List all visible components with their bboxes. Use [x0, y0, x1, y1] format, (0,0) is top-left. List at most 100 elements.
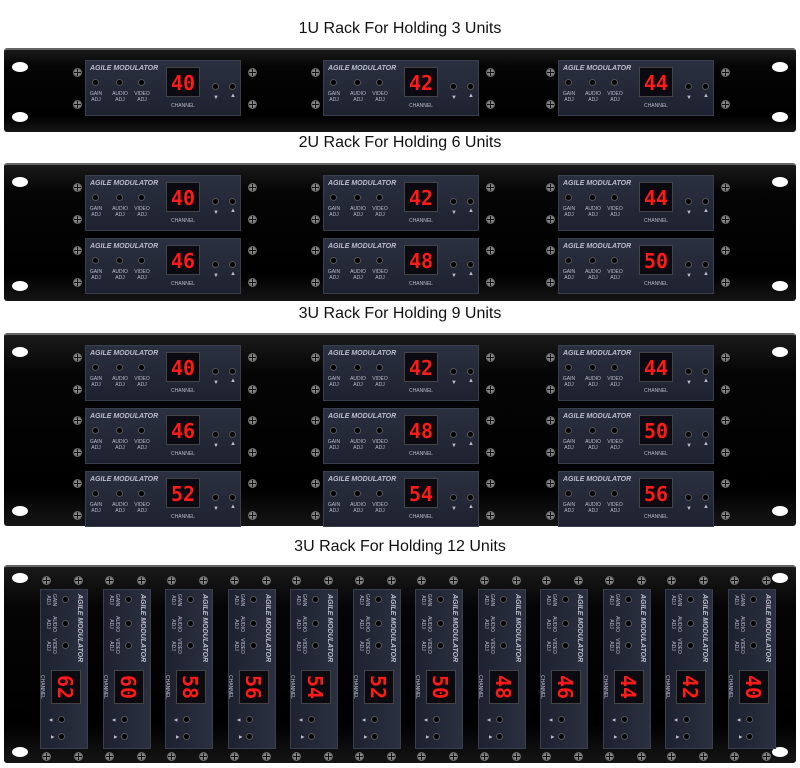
knob-0[interactable]	[565, 194, 572, 201]
knob-1[interactable]	[116, 427, 123, 434]
knob-1[interactable]	[354, 79, 361, 86]
channel-down-button[interactable]	[58, 716, 65, 723]
knob-1[interactable]	[589, 490, 596, 497]
channel-up-button[interactable]	[683, 733, 690, 740]
knob-1[interactable]	[116, 194, 123, 201]
knob-1[interactable]	[687, 620, 694, 627]
channel-up-button[interactable]	[229, 431, 236, 438]
knob-2[interactable]	[437, 642, 444, 649]
knob-0[interactable]	[92, 427, 99, 434]
knob-0[interactable]	[624, 596, 632, 603]
channel-down-button[interactable]	[212, 431, 219, 438]
knob-0[interactable]	[437, 596, 444, 603]
channel-up-button[interactable]	[467, 198, 474, 205]
channel-up-button[interactable]	[467, 261, 474, 268]
knob-2[interactable]	[562, 642, 569, 649]
knob-2[interactable]	[749, 642, 757, 649]
knob-1[interactable]	[589, 257, 596, 264]
knob-1[interactable]	[749, 620, 757, 627]
knob-0[interactable]	[565, 490, 572, 497]
knob-0[interactable]	[562, 596, 569, 603]
knob-2[interactable]	[376, 194, 383, 201]
knob-0[interactable]	[62, 596, 69, 603]
channel-down-button[interactable]	[620, 716, 628, 723]
knob-2[interactable]	[687, 642, 694, 649]
knob-1[interactable]	[116, 79, 123, 86]
knob-1[interactable]	[354, 194, 361, 201]
knob-0[interactable]	[330, 490, 337, 497]
channel-down-button[interactable]	[450, 368, 457, 375]
channel-down-button[interactable]	[212, 368, 219, 375]
knob-2[interactable]	[187, 642, 194, 649]
knob-2[interactable]	[376, 79, 383, 86]
knob-1[interactable]	[116, 364, 123, 371]
knob-2[interactable]	[611, 194, 618, 201]
knob-2[interactable]	[374, 642, 382, 649]
knob-0[interactable]	[565, 257, 572, 264]
knob-1[interactable]	[589, 79, 596, 86]
channel-up-button[interactable]	[183, 733, 190, 740]
channel-down-button[interactable]	[450, 261, 457, 268]
channel-up-button[interactable]	[229, 83, 236, 90]
knob-2[interactable]	[611, 257, 618, 264]
knob-0[interactable]	[92, 257, 99, 264]
knob-1[interactable]	[116, 257, 123, 264]
channel-up-button[interactable]	[245, 733, 253, 740]
knob-1[interactable]	[354, 257, 361, 264]
knob-1[interactable]	[187, 620, 194, 627]
knob-2[interactable]	[138, 194, 145, 201]
knob-1[interactable]	[312, 620, 319, 627]
channel-down-button[interactable]	[370, 716, 378, 723]
knob-0[interactable]	[312, 596, 319, 603]
knob-0[interactable]	[330, 364, 337, 371]
knob-1[interactable]	[116, 490, 123, 497]
channel-up-button[interactable]	[702, 261, 709, 268]
channel-down-button[interactable]	[450, 494, 457, 501]
knob-1[interactable]	[589, 194, 596, 201]
knob-2[interactable]	[138, 257, 145, 264]
knob-2[interactable]	[312, 642, 319, 649]
knob-0[interactable]	[330, 79, 337, 86]
channel-up-button[interactable]	[702, 83, 709, 90]
knob-2[interactable]	[138, 490, 145, 497]
knob-0[interactable]	[124, 596, 132, 603]
channel-down-button[interactable]	[120, 716, 128, 723]
channel-up-button[interactable]	[702, 494, 709, 501]
knob-1[interactable]	[589, 427, 596, 434]
knob-2[interactable]	[249, 642, 257, 649]
knob-0[interactable]	[187, 596, 194, 603]
channel-down-button[interactable]	[212, 83, 219, 90]
channel-up-button[interactable]	[558, 733, 565, 740]
channel-down-button[interactable]	[685, 198, 692, 205]
knob-0[interactable]	[249, 596, 257, 603]
channel-up-button[interactable]	[120, 733, 128, 740]
channel-up-button[interactable]	[229, 261, 236, 268]
channel-up-button[interactable]	[308, 733, 315, 740]
channel-up-button[interactable]	[467, 83, 474, 90]
knob-1[interactable]	[437, 620, 444, 627]
channel-down-button[interactable]	[212, 198, 219, 205]
knob-2[interactable]	[124, 642, 132, 649]
channel-down-button[interactable]	[212, 494, 219, 501]
knob-2[interactable]	[138, 79, 145, 86]
knob-1[interactable]	[374, 620, 382, 627]
channel-down-button[interactable]	[245, 716, 253, 723]
channel-down-button[interactable]	[685, 494, 692, 501]
knob-2[interactable]	[611, 364, 618, 371]
knob-0[interactable]	[330, 194, 337, 201]
knob-0[interactable]	[687, 596, 694, 603]
knob-2[interactable]	[62, 642, 69, 649]
knob-2[interactable]	[611, 427, 618, 434]
knob-1[interactable]	[62, 620, 69, 627]
knob-2[interactable]	[138, 364, 145, 371]
knob-0[interactable]	[565, 364, 572, 371]
knob-2[interactable]	[138, 427, 145, 434]
knob-0[interactable]	[92, 364, 99, 371]
knob-1[interactable]	[499, 620, 507, 627]
channel-up-button[interactable]	[433, 733, 440, 740]
knob-1[interactable]	[624, 620, 632, 627]
channel-up-button[interactable]	[620, 733, 628, 740]
channel-down-button[interactable]	[308, 716, 315, 723]
knob-0[interactable]	[374, 596, 382, 603]
knob-0[interactable]	[565, 427, 572, 434]
